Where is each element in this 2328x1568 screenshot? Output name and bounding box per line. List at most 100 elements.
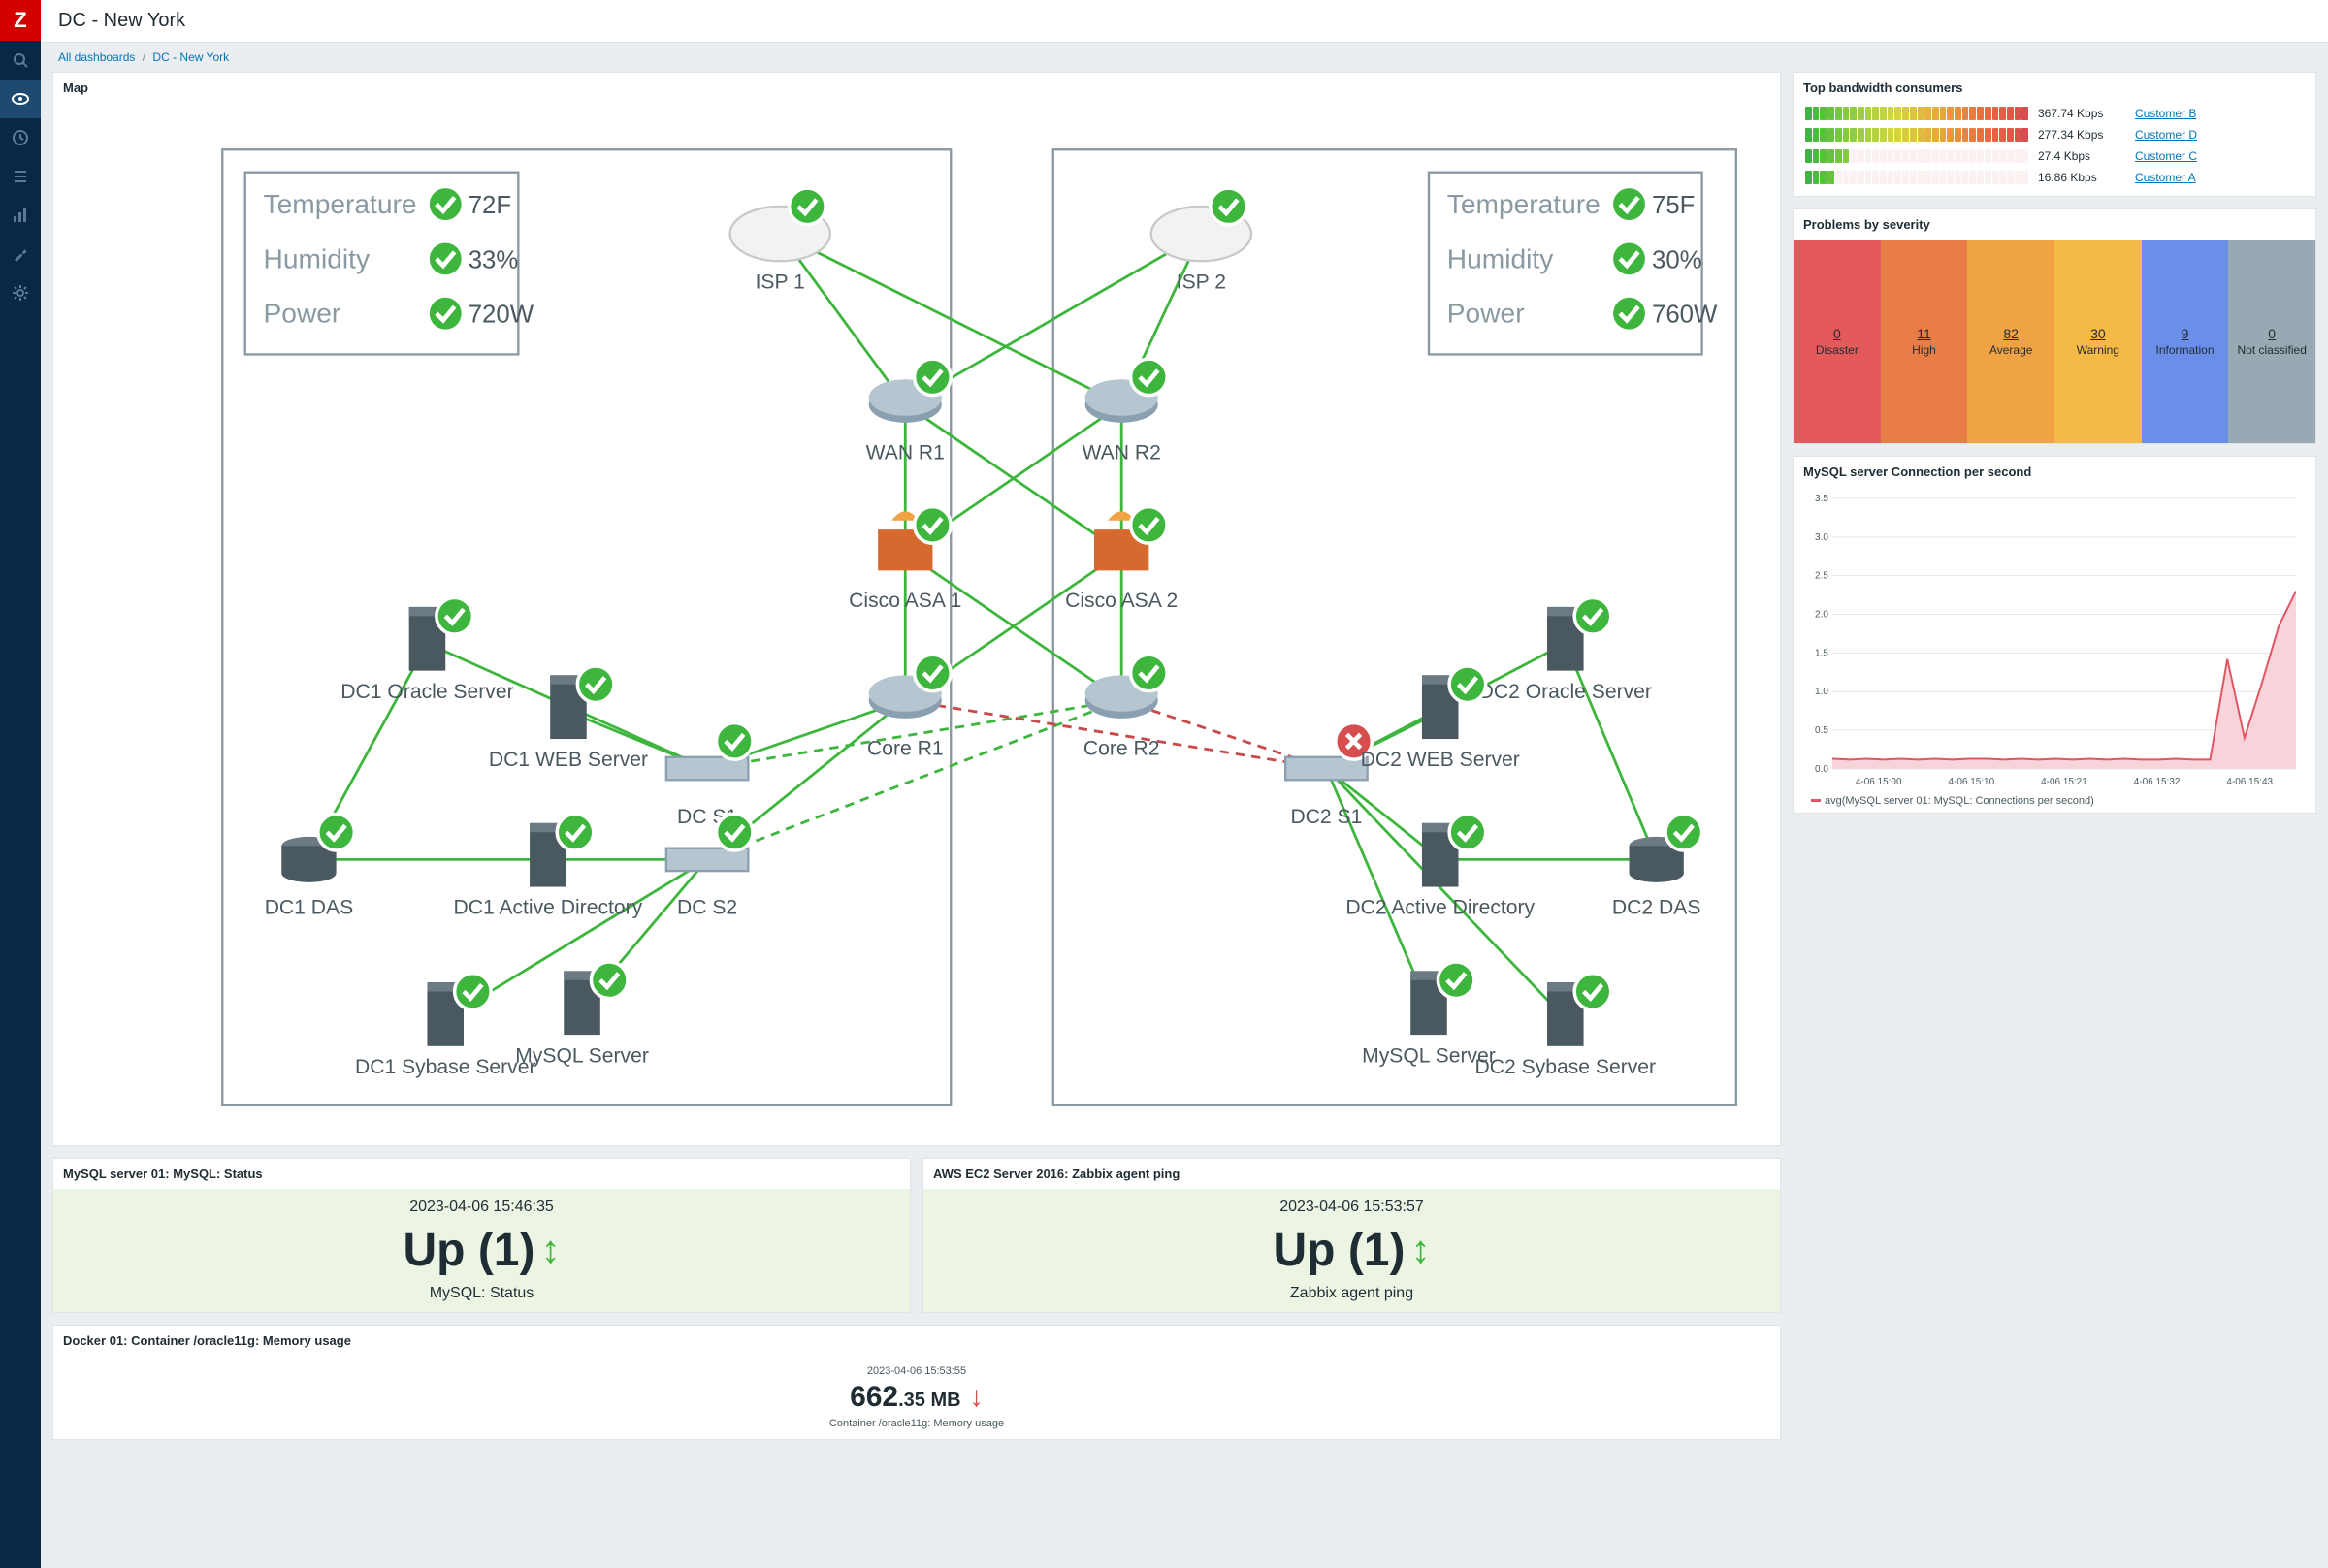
svg-text:DC1 Sybase Server: DC1 Sybase Server — [355, 1056, 536, 1078]
svg-text:Cisco ASA 1: Cisco ASA 1 — [849, 590, 961, 612]
bandwidth-customer-link[interactable]: Customer A — [2135, 171, 2196, 184]
bandwidth-customer-link[interactable]: Customer D — [2135, 128, 2197, 142]
svg-text:DC2 Sybase Server: DC2 Sybase Server — [1475, 1056, 1657, 1078]
node-dc1sybase[interactable]: DC1 Sybase Server — [355, 974, 536, 1078]
svg-text:MySQL Server: MySQL Server — [515, 1044, 649, 1067]
bandwidth-value: 367.74 Kbps — [2038, 107, 2125, 120]
bandwidth-title: Top bandwidth consumers — [1794, 73, 2315, 103]
svg-text:DC2 Active Directory: DC2 Active Directory — [1345, 897, 1535, 919]
node-dc2sybase[interactable]: DC2 Sybase Server — [1475, 974, 1657, 1078]
svg-text:WAN R2: WAN R2 — [1083, 441, 1161, 464]
network-map[interactable]: Temperature72FHumidity33%Power720WTemper… — [63, 109, 1770, 1133]
severity-not-classified[interactable]: 0 Not classified — [2228, 240, 2315, 443]
bandwidth-bar — [1805, 149, 2028, 163]
status-value: Up (1)↕ — [404, 1224, 561, 1277]
node-mysql2[interactable]: MySQL Server — [1362, 962, 1496, 1067]
severity-count: 0 — [1833, 326, 1841, 341]
severity-warning[interactable]: 30Warning — [2054, 240, 2142, 443]
severity-count: 0 — [2268, 326, 2276, 341]
severity-count: 30 — [2090, 326, 2106, 341]
svg-text:33%: 33% — [469, 246, 519, 273]
severity-disaster[interactable]: 0Disaster — [1794, 240, 1881, 443]
nav-bar-icon[interactable] — [0, 196, 41, 235]
status-sub: Zabbix agent ping — [933, 1285, 1770, 1302]
node-isp2[interactable]: ISP 2 — [1151, 188, 1251, 293]
node-dc1oracle[interactable]: DC1 Oracle Server — [340, 598, 513, 703]
node-dc1das[interactable]: DC1 DAS — [265, 814, 355, 918]
svg-text:3.0: 3.0 — [1815, 532, 1828, 543]
node-dc2s1[interactable]: DC2 S1 — [1285, 723, 1372, 828]
node-dc1ad[interactable]: DC1 Active Directory — [453, 814, 642, 918]
node-wanr2[interactable]: WAN R2 — [1083, 359, 1168, 464]
bandwidth-customer-link[interactable]: Customer C — [2135, 149, 2197, 163]
node-dc2oracle[interactable]: DC2 Oracle Server — [1479, 598, 1652, 703]
svg-text:1.5: 1.5 — [1815, 648, 1828, 658]
svg-text:Core R1: Core R1 — [867, 737, 944, 759]
docker-value: 662.35 MB ↓ — [63, 1381, 1770, 1414]
nav-gear-icon[interactable] — [0, 273, 41, 312]
node-dc2das[interactable]: DC2 DAS — [1612, 814, 1702, 918]
svg-text:DC2 DAS: DC2 DAS — [1612, 897, 1700, 919]
nav-eye-icon[interactable] — [0, 80, 41, 118]
node-core1[interactable]: Core R1 — [867, 655, 951, 759]
nav-wrench-icon[interactable] — [0, 235, 41, 273]
nav-search-icon[interactable] — [0, 41, 41, 80]
node-isp1[interactable]: ISP 1 — [730, 188, 830, 293]
status-value: Up (1)↕ — [1274, 1224, 1431, 1277]
svg-text:2.0: 2.0 — [1815, 609, 1828, 620]
nav-list-icon[interactable] — [0, 157, 41, 196]
node-core2[interactable]: Core R2 — [1083, 655, 1167, 759]
status-title: MySQL server 01: MySQL: Status — [53, 1159, 910, 1189]
svg-text:4-06 15:43: 4-06 15:43 — [2226, 777, 2273, 787]
svg-text:Core R2: Core R2 — [1083, 737, 1160, 759]
svg-text:4-06 15:00: 4-06 15:00 — [1856, 777, 1902, 787]
svg-text:4-06 15:10: 4-06 15:10 — [1949, 777, 1995, 787]
connections-chart: 0.00.51.01.52.02.53.03.54-06 15:004-06 1… — [1803, 491, 2306, 790]
svg-text:MySQL Server: MySQL Server — [1362, 1044, 1496, 1067]
map-title: Map — [53, 73, 1780, 103]
svg-text:0.5: 0.5 — [1815, 725, 1828, 736]
docker-widget: Docker 01: Container /oracle11g: Memory … — [52, 1325, 1781, 1440]
bandwidth-row: 277.34 Kbps Customer D — [1794, 124, 2315, 145]
svg-text:Cisco ASA 2: Cisco ASA 2 — [1065, 590, 1178, 612]
node-dc2ad[interactable]: DC2 Active Directory — [1345, 814, 1535, 918]
docker-sub: Container /oracle11g: Memory usage — [63, 1418, 1770, 1429]
severity-high[interactable]: 11High — [1881, 240, 1968, 443]
node-wanr1[interactable]: WAN R1 — [866, 359, 952, 464]
chart-legend: avg(MySQL server 01: MySQL: Connections … — [1803, 793, 2306, 807]
severity-widget: Problems by severity 0Disaster11High82Av… — [1793, 208, 2316, 444]
status-time: 2023-04-06 15:53:57 — [933, 1199, 1770, 1216]
severity-average[interactable]: 82Average — [1967, 240, 2054, 443]
nav-clock-icon[interactable] — [0, 118, 41, 157]
docker-time: 2023-04-06 15:53:55 — [63, 1365, 1770, 1377]
bandwidth-widget: Top bandwidth consumers 367.74 Kbps Custo… — [1793, 72, 2316, 197]
svg-text:720W: 720W — [469, 302, 534, 329]
arrow-up-icon: ↕ — [540, 1229, 560, 1272]
node-dc1s2[interactable]: DC S2 — [666, 814, 753, 918]
logo[interactable]: Z — [0, 0, 41, 41]
status-time: 2023-04-06 15:46:35 — [63, 1199, 900, 1216]
status-title: AWS EC2 Server 2016: Zabbix agent ping — [923, 1159, 1780, 1189]
svg-text:DC1 DAS: DC1 DAS — [265, 897, 354, 919]
breadcrumb-current[interactable]: DC - New York — [152, 50, 229, 64]
severity-label: Average — [1989, 343, 2032, 357]
svg-text:760W: 760W — [1652, 302, 1718, 329]
breadcrumb: All dashboards / DC - New York — [41, 43, 2328, 72]
svg-text:DC S2: DC S2 — [677, 897, 737, 919]
severity-label: Not classified — [2238, 343, 2307, 357]
bandwidth-bar — [1805, 128, 2028, 142]
severity-count: 9 — [2182, 326, 2189, 341]
bandwidth-row: 16.86 KbpsCustomer A — [1794, 167, 2315, 188]
page-header: DC - New York — [41, 0, 2328, 43]
breadcrumb-root[interactable]: All dashboards — [58, 50, 135, 64]
severity-information[interactable]: 9Information — [2142, 240, 2229, 443]
bandwidth-value: 277.34 Kbps — [2038, 128, 2125, 142]
chart-widget: MySQL server Connection per second 0.00.… — [1793, 456, 2316, 814]
svg-text:ISP 2: ISP 2 — [1177, 271, 1226, 293]
svg-text:0.0: 0.0 — [1815, 764, 1828, 775]
svg-text:72F: 72F — [469, 192, 511, 219]
bandwidth-customer-link[interactable]: Customer B — [2135, 107, 2196, 120]
node-mysql[interactable]: MySQL Server — [515, 962, 649, 1067]
svg-text:Temperature: Temperature — [264, 189, 417, 219]
node-dc1s1[interactable]: DC S1 — [666, 723, 753, 828]
